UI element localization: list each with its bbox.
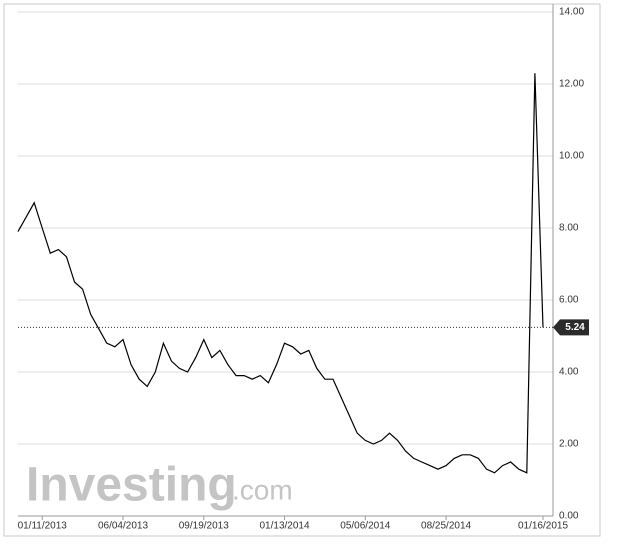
x-tick-label: 01/13/2014 [260, 521, 310, 532]
x-tick-label: 05/06/2014 [340, 521, 390, 532]
x-tick-label: 01/11/2013 [18, 521, 68, 532]
y-tick-label: 14.00 [559, 7, 584, 18]
x-tick-label: 06/04/2013 [98, 521, 148, 532]
price-line [17, 73, 544, 474]
y-tick-label: 10.00 [559, 151, 584, 162]
last-value-tag [553, 319, 589, 336]
y-tick-label: 6.00 [559, 295, 579, 306]
x-tick-label: 01/16/2015 [518, 521, 568, 532]
watermark-domain: .com [232, 474, 293, 505]
watermark: Investing .com [26, 459, 293, 512]
watermark-brand: Investing [26, 459, 237, 512]
x-tick-label: 08/25/2014 [421, 521, 471, 532]
last-value-label: 5.24 [565, 322, 585, 333]
y-tick-label: 2.00 [559, 439, 579, 450]
x-tick-label: 09/19/2013 [179, 521, 229, 532]
y-tick-label: 8.00 [559, 223, 579, 234]
y-tick-label: 12.00 [559, 79, 584, 90]
chart-frame [3, 3, 601, 537]
y-tick-label: 4.00 [559, 367, 579, 378]
y-tick-label: 0.00 [559, 511, 579, 522]
